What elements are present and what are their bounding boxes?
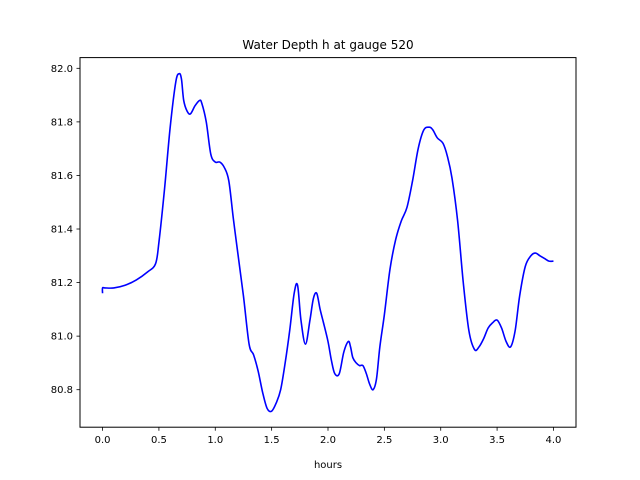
x-tick-label: 2.0 [320, 435, 336, 446]
chart-title: Water Depth h at gauge 520 [242, 38, 413, 52]
x-tick-label: 4.0 [546, 435, 562, 446]
y-tick-label: 81.6 [51, 171, 73, 182]
plot-lines [101, 72, 554, 413]
x-tick-label: 2.5 [376, 435, 392, 446]
y-tick-label: 81.0 [51, 332, 73, 343]
x-tick-label: 0.0 [95, 435, 111, 446]
x-axis-ticks: 0.0 0.5 1.0 1.5 2.0 2.5 3.0 3.5 4.0 [95, 427, 562, 446]
y-tick-label: 81.4 [51, 225, 73, 236]
x-tick-label: 1.0 [207, 435, 223, 446]
y-tick-label: 80.8 [51, 385, 73, 396]
x-tick-label: 3.5 [489, 435, 505, 446]
y-tick-label: 82.0 [51, 64, 73, 75]
series-line-0 [101, 72, 554, 413]
x-tick-label: 1.5 [264, 435, 280, 446]
y-axis-ticks: 80.8 81.0 81.2 81.4 81.6 81.8 82.0 [51, 64, 80, 396]
x-axis-label: hours [314, 460, 342, 471]
y-tick-label: 81.2 [51, 278, 73, 289]
x-tick-label: 0.5 [151, 435, 167, 446]
x-tick-label: 3.0 [433, 435, 449, 446]
y-tick-label: 81.8 [51, 117, 73, 128]
